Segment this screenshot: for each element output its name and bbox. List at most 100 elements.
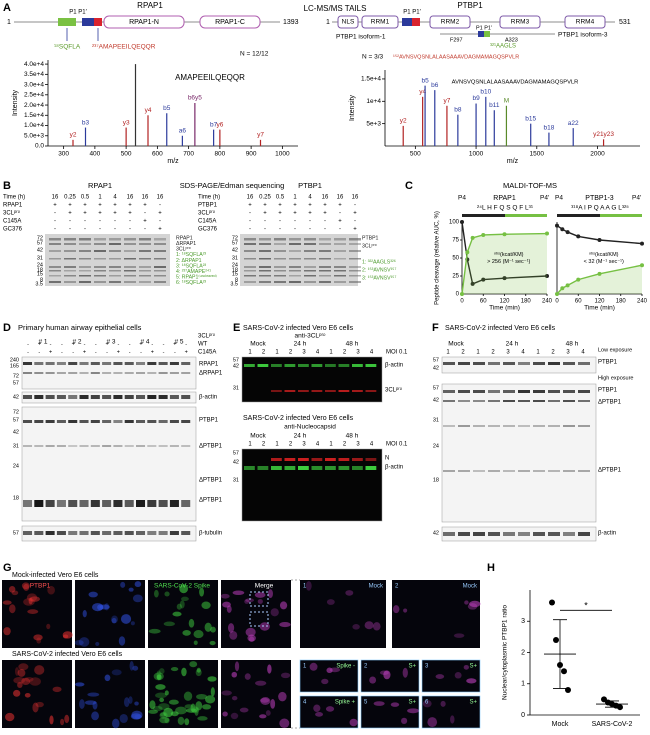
cell — [345, 590, 354, 596]
micrograph — [422, 696, 480, 728]
band — [274, 270, 286, 272]
blot — [441, 383, 597, 523]
panel-label: B — [3, 180, 11, 192]
cell — [2, 600, 12, 605]
band — [533, 425, 545, 427]
band — [154, 281, 166, 283]
label: + — [83, 211, 87, 217]
y-tick-label: 1.5e+4 — [361, 76, 381, 83]
band — [79, 445, 89, 447]
label: + — [143, 203, 147, 209]
cell — [24, 676, 34, 682]
label: + — [128, 211, 132, 217]
band — [533, 532, 545, 536]
label: S+ — [408, 700, 416, 706]
cell — [435, 674, 445, 679]
band — [473, 390, 485, 393]
cell — [270, 698, 276, 709]
band — [548, 362, 560, 365]
label: 16 — [337, 195, 344, 201]
band — [304, 250, 316, 252]
label: - — [324, 219, 326, 225]
cell — [160, 712, 167, 717]
label: # 5 — [174, 339, 183, 346]
point — [555, 292, 559, 296]
label: 16 — [52, 195, 59, 201]
band — [443, 470, 455, 472]
label: 3CLᵖʳᵒ — [198, 333, 216, 340]
label: + — [158, 211, 162, 217]
label: 42 — [433, 397, 439, 403]
band — [518, 532, 530, 536]
point — [470, 235, 475, 240]
cell — [422, 699, 432, 708]
label: 3 — [302, 442, 306, 448]
label: 2 — [395, 584, 399, 590]
band — [259, 258, 271, 260]
cell — [4, 712, 15, 722]
y-tick-label: 0 — [456, 292, 460, 298]
shape — [58, 18, 76, 26]
band — [349, 281, 361, 283]
label: AMAPEEILQEQQR — [175, 73, 245, 82]
label: + — [68, 203, 72, 209]
label: 3CLᵖʳᵒ — [198, 210, 216, 217]
x-tick-label: 1500 — [530, 151, 545, 158]
cell — [278, 691, 287, 702]
cell — [129, 661, 134, 671]
point — [576, 234, 581, 239]
band — [548, 532, 560, 536]
label: - — [38, 349, 40, 355]
band — [563, 532, 575, 536]
band — [79, 395, 89, 399]
band — [102, 531, 112, 535]
cell — [373, 622, 381, 631]
label: # 1 — [38, 339, 47, 346]
label: 31 — [37, 255, 43, 261]
band — [334, 270, 346, 272]
label: - — [339, 227, 341, 233]
label: RPAP1 — [88, 181, 112, 190]
band — [68, 362, 78, 365]
label: ²³⁷AMAPEEILQEQQR — [92, 44, 156, 51]
band — [68, 395, 78, 399]
band — [154, 258, 166, 260]
label: RPAP1 — [176, 235, 193, 241]
label: 1 — [248, 442, 252, 448]
label: - — [324, 227, 326, 233]
cell — [469, 600, 481, 608]
band — [349, 243, 361, 245]
label: 4: ²³⁷AMAPE²⁴¹ — [176, 269, 211, 275]
cell — [401, 717, 408, 725]
band — [488, 390, 500, 393]
label: + — [263, 211, 267, 217]
band — [102, 420, 112, 423]
label: + — [105, 341, 108, 347]
cell — [84, 700, 97, 705]
cell — [95, 641, 100, 646]
label: - — [144, 211, 146, 217]
band — [503, 425, 515, 427]
label: 48 h — [346, 433, 359, 440]
cell — [373, 701, 385, 706]
domain — [564, 15, 606, 29]
band — [352, 458, 363, 461]
annotation: ᵒᵇˢ(kcat/KM) — [494, 251, 524, 258]
label: + — [308, 203, 312, 209]
band — [56, 372, 66, 374]
label: - — [54, 211, 56, 217]
band — [244, 243, 256, 245]
point — [465, 250, 470, 255]
label: 57 — [233, 357, 239, 363]
band — [68, 531, 78, 535]
micrograph — [392, 580, 480, 648]
shape — [505, 214, 547, 217]
shape — [462, 214, 547, 217]
cell — [17, 682, 23, 689]
band — [518, 390, 530, 393]
cell — [279, 718, 290, 729]
label: 48 h — [566, 341, 579, 348]
label: 531 — [619, 19, 631, 26]
shape — [94, 18, 102, 26]
label: 2 — [343, 442, 347, 448]
